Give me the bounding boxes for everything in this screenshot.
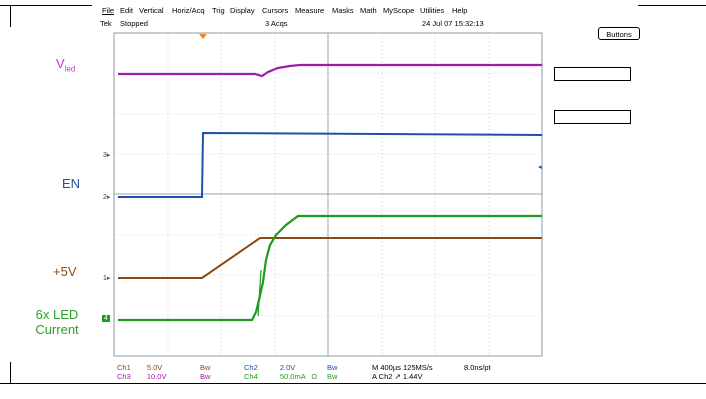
readout-timebase[interactable]: M 400µs 125MS/s [372, 363, 433, 372]
run-state: Stopped [120, 19, 148, 28]
readout-ch4-scale: 50.0mA [279, 372, 306, 381]
readout-ch3[interactable]: Ch3 10.0V [117, 372, 166, 381]
frame-top-line [0, 5, 92, 6]
label-vled-main: V [56, 56, 65, 71]
ch3-marker-arrow: ▸ [106, 152, 111, 159]
acq-count: 3 Acqs [265, 19, 288, 28]
ch4-marker-label: 4 [104, 315, 108, 322]
readout-ch4[interactable]: Ch4 50.0mA Ω [244, 372, 317, 381]
omega-icon: Ω [311, 372, 317, 381]
menu-trig[interactable]: Trig [212, 6, 225, 15]
frame-left-bottom-line [10, 362, 11, 384]
ch3-marker-label: 3 [103, 152, 107, 159]
menu-file[interactable]: File [102, 6, 115, 15]
trigger-position-marker [199, 34, 207, 39]
readout-pt: 8.0ns/pt [464, 363, 491, 372]
readout-ch3-bw: Bw [200, 372, 211, 381]
label-vled-sub: led [64, 64, 76, 74]
readout-ch4-name: Ch4 [244, 372, 258, 381]
readout-ch1[interactable]: Ch1 5.0V [117, 363, 162, 372]
datetime: 24 Jul 07 15:32:13 [422, 19, 484, 28]
menu-utilities[interactable]: Utilities [420, 6, 445, 15]
frame-bottom-line [0, 383, 706, 384]
label-5v: +5V [53, 264, 77, 279]
readout-ch1-bw: Bw [200, 363, 211, 372]
menu-masks[interactable]: Masks [332, 6, 354, 15]
menu-bar: File Edit Vertical Horiz/Acq Trig Displa… [100, 4, 660, 18]
label-led-current-line2: Current [35, 322, 79, 337]
readout-ch2-bw: Bw [327, 363, 338, 372]
trace-led-spike [257, 269, 262, 317]
menu-display[interactable]: Display [230, 6, 255, 15]
ch4-marker[interactable]: 4 [102, 315, 110, 322]
label-led-current-line1: 6x LED [35, 307, 79, 322]
readout-ch3-scale: 10.0V [146, 372, 167, 381]
label-vled: Vled [56, 56, 75, 77]
menu-measure[interactable]: Measure [295, 6, 325, 15]
menu-myscope[interactable]: MyScope [383, 6, 415, 15]
trace-led-current [118, 214, 542, 322]
menu-horiz-acq[interactable]: Horiz/Acq [172, 6, 205, 15]
readout-ch2-name: Ch2 [244, 363, 258, 372]
menu-cursors[interactable]: Cursors [262, 6, 289, 15]
readout-ch2-scale: 2.0V [279, 363, 296, 372]
status-bar: Tek Stopped 3 Acqs 24 Jul 07 15:32:13 [100, 17, 550, 29]
readout-ch3-name: Ch3 [117, 372, 131, 381]
ch2-marker[interactable]: 2▸ [103, 193, 110, 201]
readout-ch1-scale: 5.0V [146, 363, 163, 372]
ch1-marker-arrow: ▸ [106, 275, 111, 282]
trace-5v [118, 237, 542, 279]
frame-top-right-line [638, 5, 706, 6]
readout-ch2[interactable]: Ch2 2.0V [244, 363, 295, 372]
menu-help[interactable]: Help [452, 6, 468, 15]
ref-right-marker: ◂ [538, 164, 542, 171]
readout-trigger[interactable]: A Ch2 ↗ 1.44V [372, 372, 423, 381]
brand-label: Tek [100, 19, 112, 28]
readout-ch1-name: Ch1 [117, 363, 131, 372]
trace-vled [118, 63, 542, 78]
ch1-marker-label: 1 [103, 275, 107, 282]
side-readout-box-2[interactable] [554, 110, 631, 124]
label-led-current: 6x LED Current [27, 307, 87, 337]
ch2-marker-label: 2 [103, 194, 107, 201]
menu-math[interactable]: Math [360, 6, 377, 15]
label-en: EN [62, 176, 81, 191]
readout-ch4-bw: Bw [327, 372, 338, 381]
ch2-marker-arrow: ▸ [106, 194, 111, 201]
menu-edit[interactable]: Edit [120, 6, 133, 15]
frame-left-top-line [10, 5, 11, 27]
trace-en [118, 131, 543, 198]
graticule-center-ticks [114, 33, 542, 356]
buttons-button[interactable]: Buttons [598, 27, 640, 40]
side-readout-box-1[interactable] [554, 67, 631, 81]
ch1-marker[interactable]: 1▸ [103, 274, 110, 282]
ch3-marker[interactable]: 3▸ [103, 151, 110, 159]
menu-vertical[interactable]: Vertical [139, 6, 164, 15]
